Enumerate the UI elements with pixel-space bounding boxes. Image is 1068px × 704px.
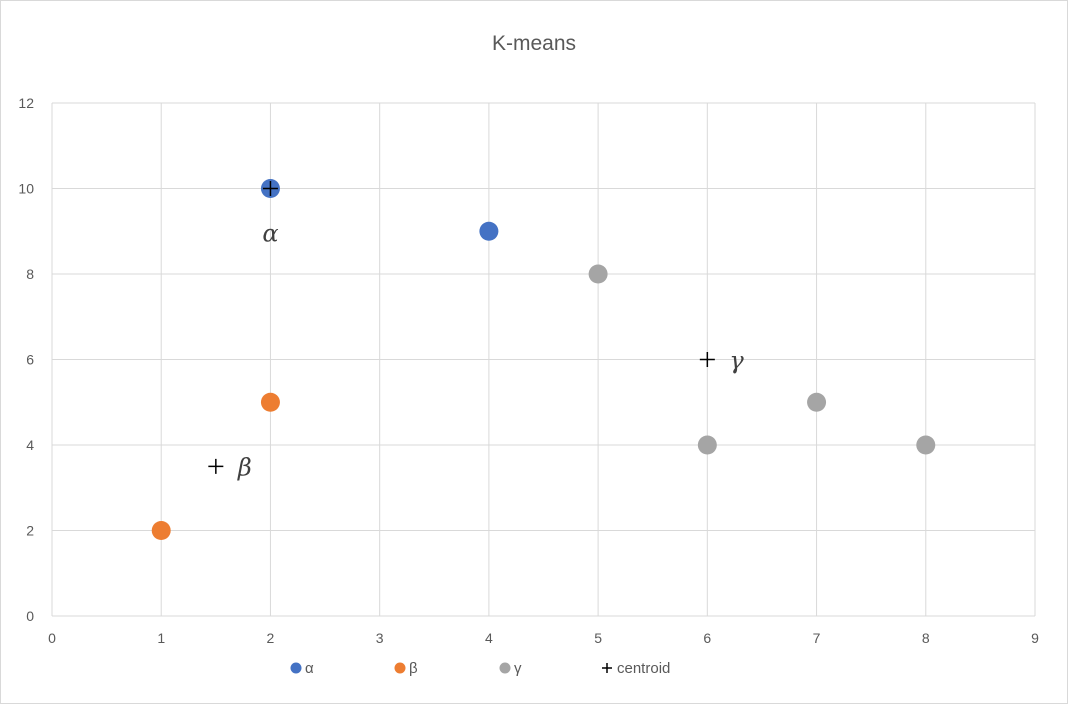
x-tick-label: 4 [485,630,493,646]
data-point [588,264,608,284]
centroid-marker [699,352,715,367]
x-tick-label: 9 [1031,630,1039,646]
data-point [479,221,499,241]
x-tick-label: 1 [157,630,165,646]
chart-title: K-means [492,32,576,55]
legend-label: α [305,660,314,677]
legend-item: γ [499,660,522,677]
data-points [151,179,936,540]
legend-item: α [290,660,314,677]
cluster-annotation: γ [729,347,744,375]
centroid-marker [262,181,278,196]
cluster-annotation: α [262,219,278,247]
x-tick-label: 0 [48,630,56,646]
legend-item: centroid [602,660,670,677]
data-point [697,435,717,455]
legend-label: β [409,660,418,677]
annotations: α β γ [237,219,744,481]
centroid-marker [208,458,224,474]
x-tick-label: 5 [594,630,602,646]
legend-marker [290,662,302,674]
data-point [807,392,827,412]
legend-item: β [394,660,418,677]
y-tick-label: 12 [18,95,34,111]
legend: α β γ centroid [290,660,670,677]
y-tick-label: 6 [26,352,34,368]
x-tick-label: 7 [813,630,821,646]
x-tick-label: 8 [922,630,930,646]
y-tick-label: 8 [26,266,34,282]
legend-label: γ [514,660,522,677]
gridlines [51,102,1036,617]
x-tick-label: 6 [703,630,711,646]
data-point [260,392,280,412]
y-tick-label: 4 [26,437,34,453]
legend-label: centroid [617,660,670,677]
y-tick-label: 10 [18,181,34,197]
data-point [151,521,171,540]
cluster-annotation: β [237,453,252,481]
legend-marker [394,662,406,674]
x-tick-label: 3 [376,630,384,646]
legend-marker [499,662,511,674]
legend-centroid-marker [602,663,612,673]
data-point [916,435,936,455]
x-tick-label: 2 [267,630,275,646]
y-tick-label: 0 [26,608,34,624]
y-tick-label: 2 [26,523,34,539]
